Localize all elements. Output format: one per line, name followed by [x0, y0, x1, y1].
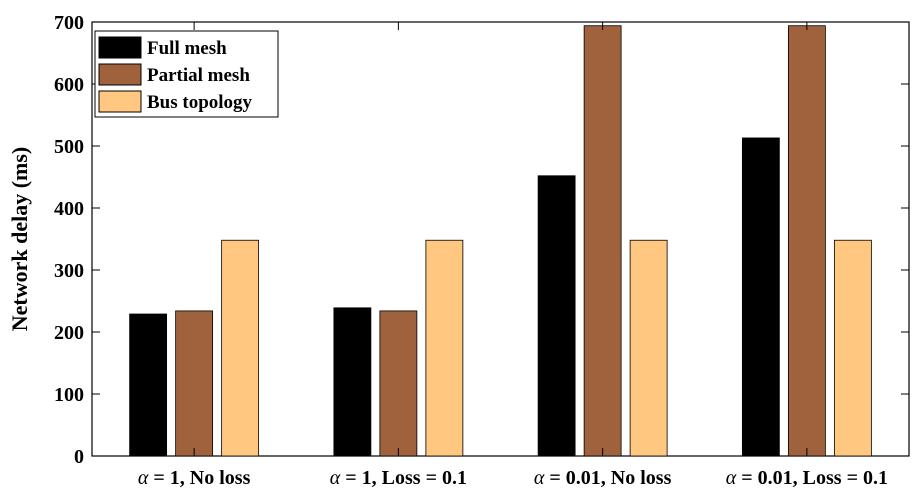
legend: Full mesh Partial mesh Bus topology [94, 30, 279, 118]
legend-swatch-partial-mesh [98, 63, 142, 86]
bar-full-mesh-1 [129, 313, 168, 457]
y-tick-label: 200 [54, 322, 84, 344]
bar-partial-mesh-2 [379, 310, 418, 457]
bar-bus-topology-4 [833, 239, 872, 457]
bar-full-mesh-2 [333, 307, 372, 457]
x-category-label-4: α = 0.01, Loss = 0.1 [726, 467, 888, 489]
x-axis-category-labels: α = 1, No loss α = 1, Loss = 0.1 α = 0.01,… [138, 467, 888, 489]
bar-bus-topology-1 [221, 239, 260, 457]
bar-partial-mesh-4 [787, 25, 826, 457]
bars-group [129, 22, 872, 457]
y-tick-label: 600 [54, 74, 84, 96]
bar-bus-topology-3 [629, 239, 668, 457]
bar-partial-mesh-3 [583, 25, 622, 457]
y-tick-label: 700 [54, 12, 84, 34]
legend-label-bus-topology: Bus topology [147, 92, 253, 113]
legend-swatch-bus-topology [98, 90, 142, 113]
y-tick-label: 300 [54, 260, 84, 282]
bar-full-mesh-3 [537, 175, 576, 457]
y-tick-label: 0 [74, 446, 84, 468]
plot-area-frame [91, 21, 910, 457]
y-tick-label: 400 [54, 198, 84, 220]
y-tick-label: 500 [54, 136, 84, 158]
legend-label-partial-mesh: Partial mesh [147, 65, 250, 86]
legend-swatch-full-mesh [98, 36, 142, 59]
x-category-label-1: α = 1, No loss [138, 467, 251, 489]
x-category-label-3: α = 0.01, No loss [534, 467, 672, 489]
y-tick-label: 100 [54, 384, 84, 406]
bar-full-mesh-4 [741, 137, 780, 457]
y-axis-title: Network delay (ms) [7, 147, 32, 332]
bar-partial-mesh-1 [175, 310, 214, 457]
bar-bus-topology-2 [425, 239, 464, 457]
x-category-label-2: α = 1, Loss = 0.1 [330, 467, 467, 489]
legend-label-full-mesh: Full mesh [147, 38, 227, 59]
